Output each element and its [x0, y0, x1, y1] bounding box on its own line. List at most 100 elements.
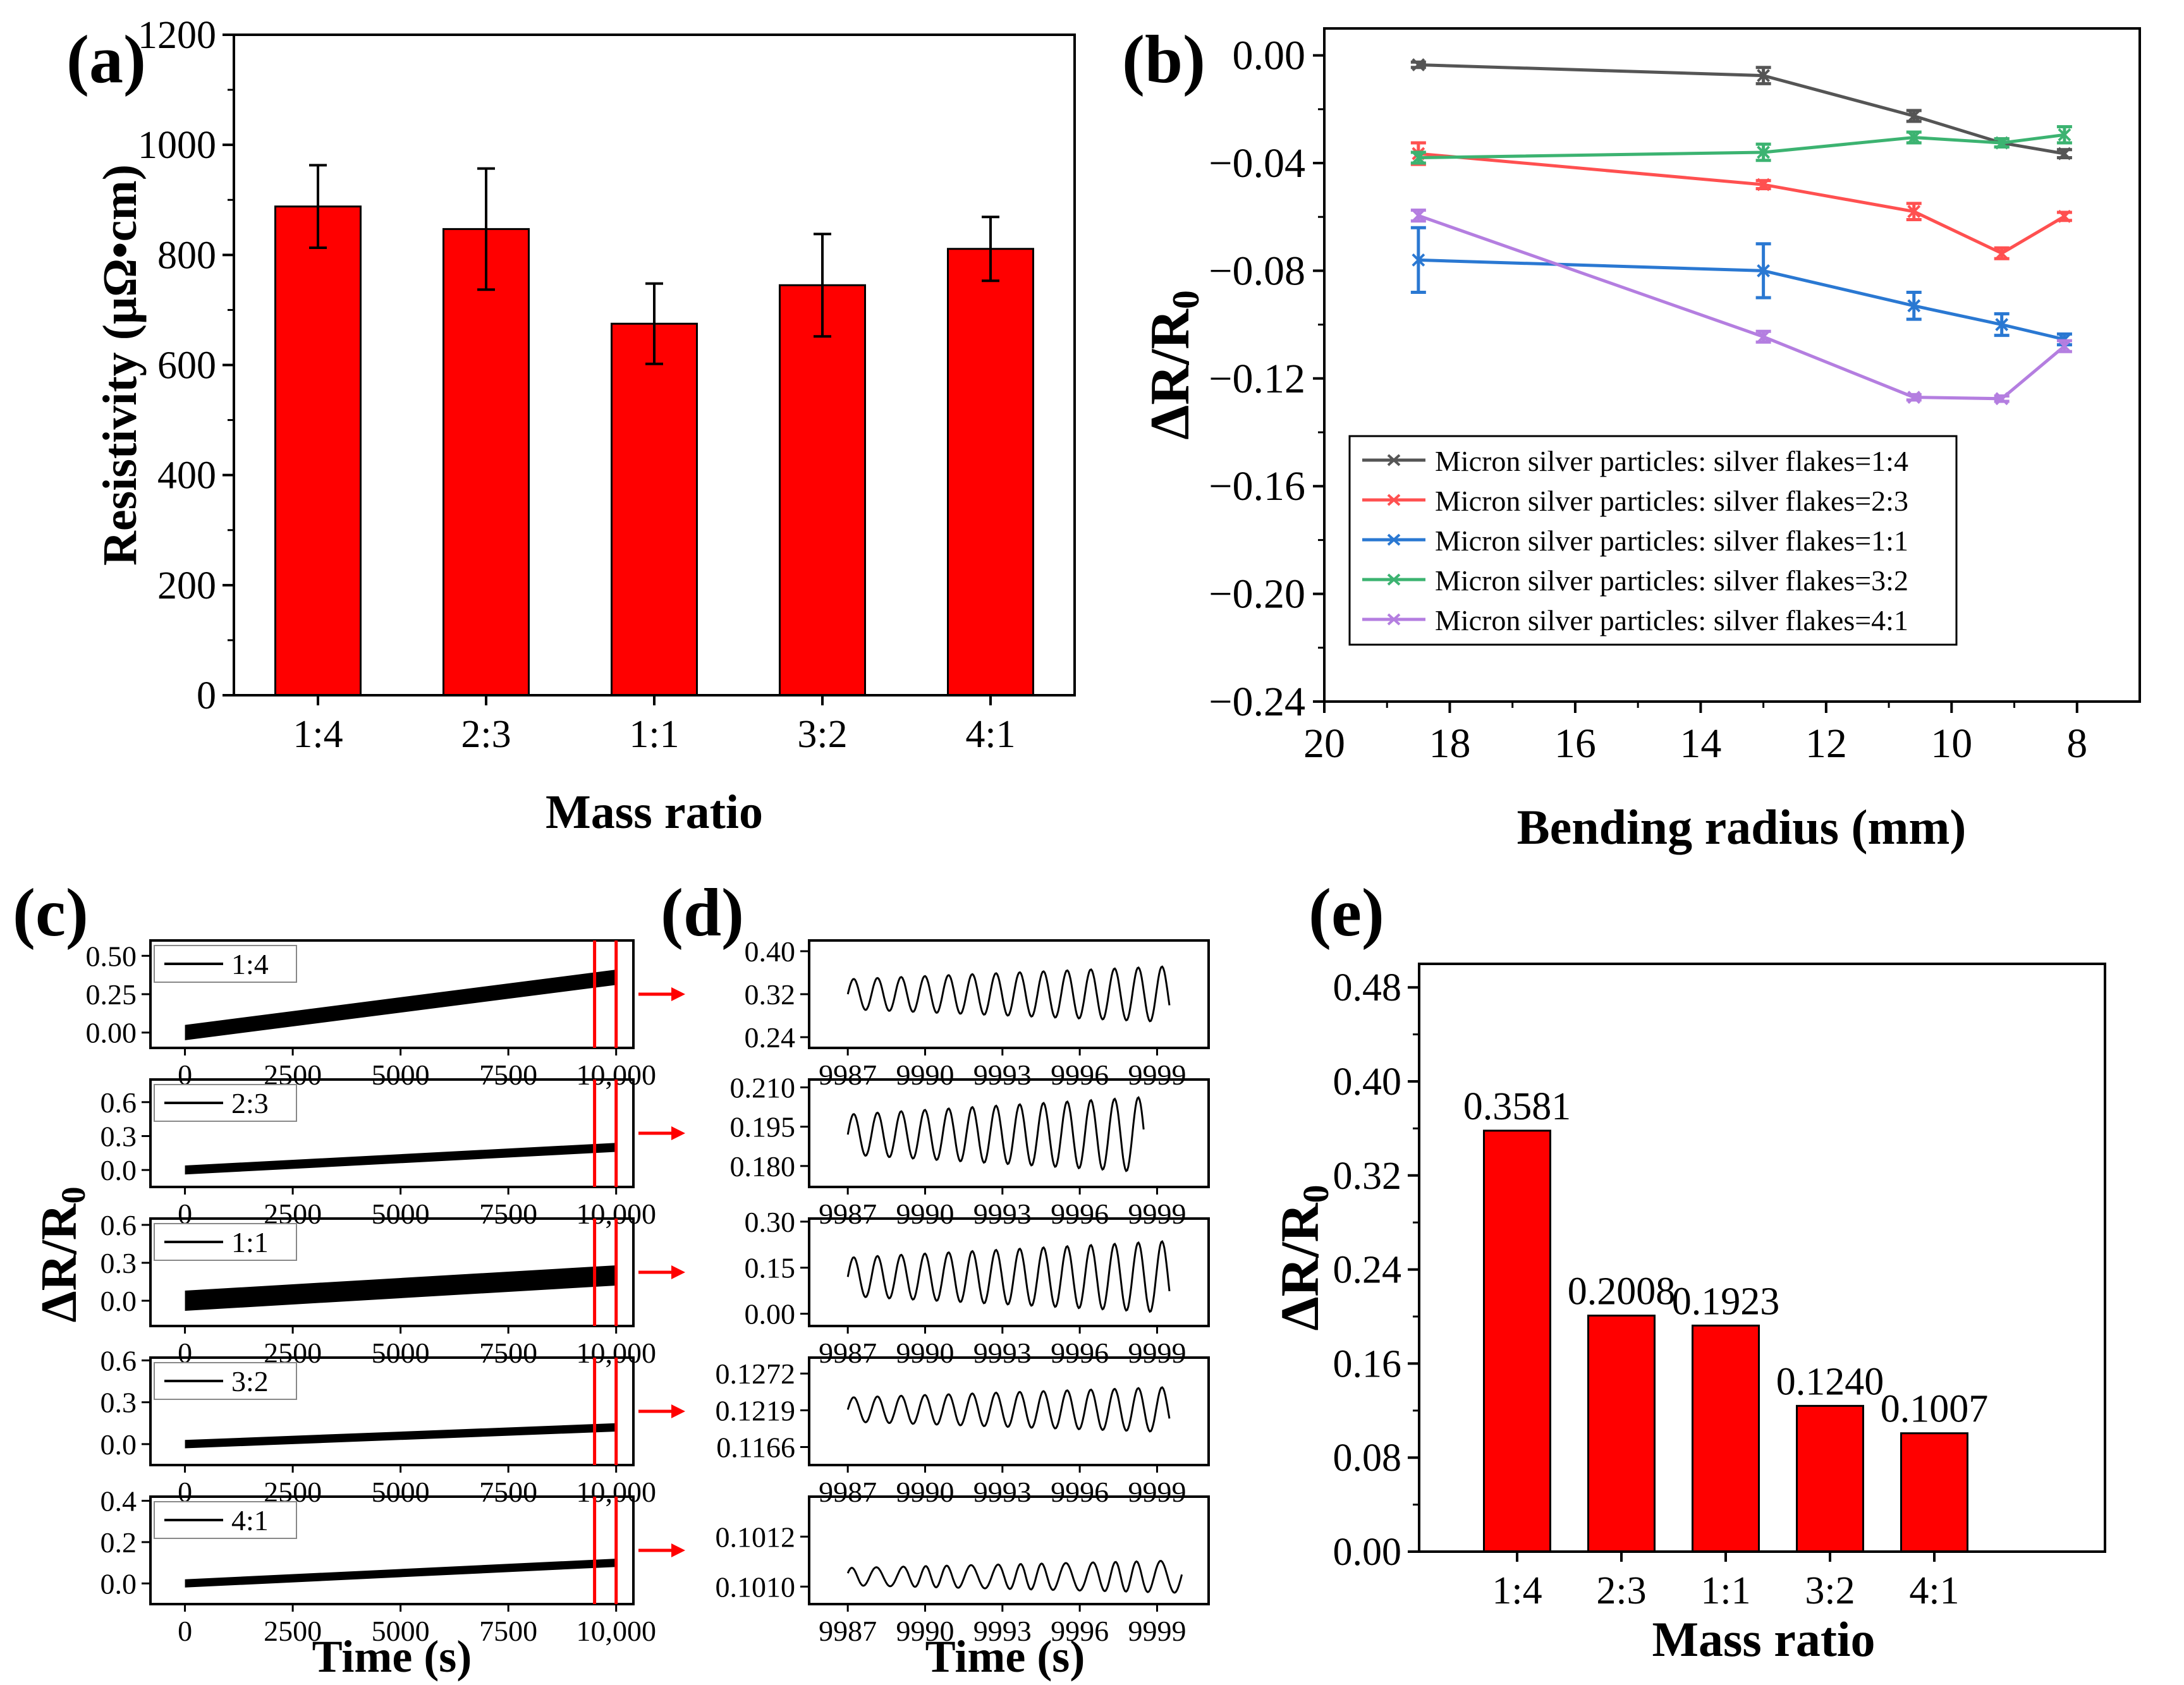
plot-frame [149, 1356, 635, 1466]
y-tick-label: 0.50 [86, 940, 137, 972]
x-tick-label: 9999 [1128, 1476, 1186, 1508]
y-tick-label: 0.1219 [716, 1394, 796, 1426]
panel-label-b: (b) [1122, 22, 1205, 97]
x-tick-label: 9996 [1051, 1615, 1109, 1647]
data-point [1757, 145, 1771, 159]
y-tick-label: 0.1012 [716, 1521, 796, 1553]
legend-marker [1387, 454, 1401, 466]
x-tick-label: 9993 [973, 1059, 1032, 1091]
plot-frame [149, 1495, 635, 1605]
plot-frame [808, 1217, 1210, 1327]
y-tick-label: 0.6 [101, 1086, 137, 1119]
zoom-arrow-head [671, 1404, 685, 1418]
data-point [1995, 136, 2009, 150]
legend-label: 2:3 [231, 1087, 269, 1119]
x-tick-label: 9999 [1128, 1615, 1186, 1647]
y-tick-label: −0.16 [1209, 463, 1305, 509]
y-axis-label-main: ΔR/R [32, 1203, 87, 1322]
x-tick-label: 1:4 [1492, 1569, 1542, 1612]
x-tick-label: 9987 [819, 1337, 877, 1369]
zoom-arrow-head [671, 987, 685, 1001]
y-tick-label: 0.48 [1333, 966, 1402, 1009]
legend-label: Micron silver particles: silver flakes=2… [1435, 485, 1908, 517]
plot-frame [808, 1495, 1210, 1605]
y-tick-label: 0.00 [1333, 1531, 1402, 1574]
y-tick-label: 0.30 [745, 1206, 796, 1238]
plot-frame [808, 939, 1210, 1049]
legend-label: Micron silver particles: silver flakes=3… [1435, 564, 1908, 597]
data-point [1995, 392, 2009, 406]
bar [1587, 1315, 1656, 1553]
x-tick-label: 0 [178, 1476, 192, 1508]
data-point [1757, 330, 1771, 344]
chart-c: 0.000.250.500 2500 5000 7500 10,0001:40.00.3… [32, 939, 656, 1682]
legend-label: Micron silver particles: silver flakes=1… [1435, 445, 1908, 477]
panel-label-a: (a) [66, 22, 146, 97]
x-tick-label: 5000 [372, 1059, 430, 1091]
x-tick-label: 1:4 [293, 713, 343, 756]
y-tick-label: 0.1010 [716, 1571, 796, 1603]
y-axis-label: ΔR/R0 [32, 1187, 92, 1323]
chart-e: 0.3581 1:4 0.2008 2:3 0.1923 1:1 0.1240 3:2 0.10… [1269, 963, 2106, 1667]
x-tick-label: 2:3 [1596, 1569, 1646, 1612]
x-tick-label: 7500 [479, 1615, 537, 1647]
x-tick-label: 7500 [479, 1337, 537, 1369]
y-axis-label-sub: 0 [1165, 290, 1207, 309]
y-tick-label: 0.32 [745, 978, 796, 1011]
y-tick-label: 0.00 [745, 1298, 796, 1330]
y-axis-label-sub: 0 [54, 1187, 92, 1204]
y-tick-label: 0.40 [745, 935, 796, 968]
x-tick-label: 9996 [1051, 1476, 1109, 1508]
legend-box [1348, 435, 1958, 646]
plot-frame [149, 1217, 635, 1327]
x-tick-label: 9990 [896, 1615, 954, 1647]
x-tick-label: 9993 [973, 1198, 1032, 1230]
y-tick-label: −0.04 [1209, 140, 1305, 186]
data-label: 0.1923 [1672, 1280, 1780, 1323]
series-line [1418, 133, 2065, 159]
y-tick-label: 0.3 [101, 1387, 137, 1419]
x-tick-label: 9993 [973, 1615, 1032, 1647]
legend-label: Micron silver particles: silver flakes=4… [1435, 604, 1908, 636]
y-tick-label: 600 [157, 344, 216, 387]
x-tick-label: 8 [2066, 721, 2087, 767]
signal-line [846, 1096, 1145, 1172]
x-tick-label: 1:1 [629, 713, 679, 756]
x-tick-label: 4:1 [1909, 1569, 1959, 1612]
plot-frame [149, 1078, 635, 1188]
x-tick-label: 9987 [819, 1615, 877, 1647]
y-tick-label: 0.0 [101, 1285, 137, 1317]
legend-marker [1387, 573, 1401, 586]
legend-marker [1387, 613, 1401, 626]
data-point [2058, 147, 2071, 161]
y-tick-label: 0.15 [745, 1252, 796, 1284]
y-tick-label: 0.00 [1233, 33, 1306, 79]
plot-frame [808, 1356, 1210, 1466]
x-tick-label: 5000 [372, 1337, 430, 1369]
zoom-arrows [638, 987, 685, 1557]
x-tick-label: 7500 [479, 1198, 537, 1230]
y-tick-label: 0.6 [101, 1344, 137, 1377]
x-tick-label: 9990 [896, 1476, 954, 1508]
x-axis-label: Mass ratio [546, 786, 763, 839]
data-point [1995, 318, 2009, 332]
data-point [2058, 128, 2071, 142]
bar [1692, 1324, 1760, 1553]
y-tick-label: 0.1272 [716, 1358, 796, 1390]
y-tick-label: 0.3 [101, 1120, 137, 1152]
y-tick-label: 800 [157, 234, 216, 277]
y-axis-label-sub: 0 [1295, 1184, 1336, 1203]
x-tick-label: 20 [1303, 721, 1345, 767]
plot-frame [1323, 27, 2141, 703]
plot-frame [808, 1078, 1210, 1188]
y-tick-label: 0.0 [101, 1567, 137, 1600]
signal-line [846, 965, 1171, 1023]
y-tick-label: 0.24 [745, 1021, 796, 1054]
y-tick-label: 0.3 [101, 1247, 137, 1279]
zoom-arrow-head [671, 1265, 685, 1279]
panel-label-d: (d) [661, 875, 744, 951]
y-tick-label: 0.6 [101, 1209, 137, 1241]
y-tick-label: 1000 [138, 124, 216, 167]
x-tick-label: 5000 [372, 1476, 430, 1508]
x-tick-label: 9996 [1051, 1337, 1109, 1369]
